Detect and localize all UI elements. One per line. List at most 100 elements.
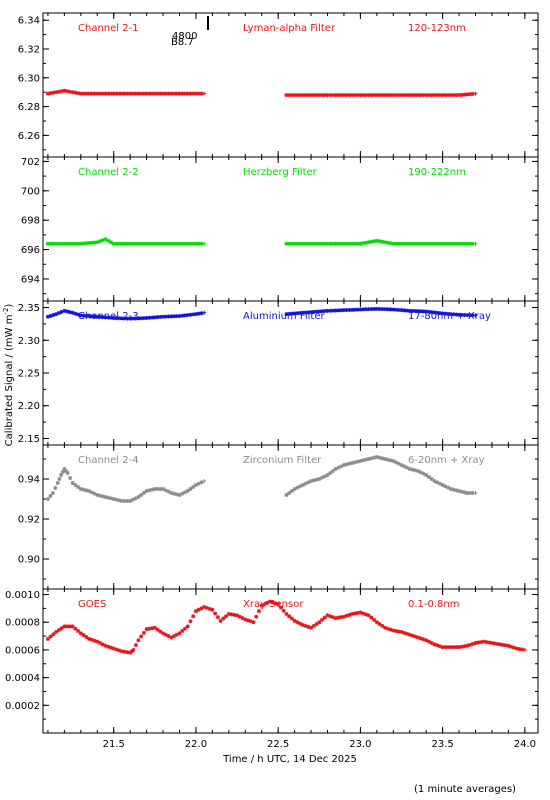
data-point xyxy=(396,307,401,312)
data-point xyxy=(520,647,525,652)
data-point xyxy=(410,93,415,98)
data-point xyxy=(45,241,50,246)
data-point xyxy=(407,308,412,313)
data-point xyxy=(92,240,97,245)
data-point xyxy=(448,241,453,246)
data-point xyxy=(446,241,451,246)
data-point xyxy=(448,93,453,98)
data-point xyxy=(333,308,338,313)
data-point xyxy=(426,93,431,98)
data-point xyxy=(399,308,404,313)
data-point xyxy=(196,481,201,486)
data-point xyxy=(336,93,341,98)
data-point xyxy=(100,238,105,243)
data-point xyxy=(289,93,294,98)
data-point xyxy=(352,241,357,246)
data-point xyxy=(413,309,418,314)
data-point xyxy=(394,241,399,246)
data-point xyxy=(402,630,407,635)
data-point xyxy=(180,313,185,318)
data-point xyxy=(457,241,462,246)
data-point xyxy=(366,93,371,98)
data-point xyxy=(196,241,201,246)
data-point xyxy=(95,314,100,319)
data-point xyxy=(68,476,73,480)
data-point xyxy=(380,307,385,312)
data-point xyxy=(336,308,341,313)
data-point xyxy=(108,315,113,320)
data-point xyxy=(180,241,185,246)
data-point xyxy=(358,241,363,246)
data-point xyxy=(106,91,111,96)
data-point xyxy=(292,487,297,491)
data-point xyxy=(325,93,330,98)
data-point xyxy=(174,492,179,497)
data-point xyxy=(522,647,527,652)
data-point xyxy=(369,615,374,620)
data-point xyxy=(92,491,97,496)
data-point xyxy=(191,614,196,619)
data-point xyxy=(152,625,157,630)
data-point xyxy=(295,241,300,246)
data-point xyxy=(133,496,138,501)
data-point xyxy=(330,93,335,98)
data-point xyxy=(111,316,116,321)
data-point xyxy=(413,241,418,246)
data-point xyxy=(273,601,278,606)
data-point xyxy=(468,241,473,246)
data-point xyxy=(451,487,456,492)
panel-label: Channel 2-2 xyxy=(78,167,139,178)
data-point xyxy=(306,93,311,98)
data-point xyxy=(380,623,385,628)
panel-label: Lyman-alpha Filter xyxy=(243,23,336,34)
data-point xyxy=(76,241,81,246)
panel-frame xyxy=(42,588,539,734)
data-point xyxy=(295,485,300,490)
data-point xyxy=(147,626,152,631)
panel-4: 0.90 0.92 0.94 Channel 2-4 Zirconium Filter 6… xyxy=(18,444,539,590)
data-point xyxy=(119,499,124,503)
data-point xyxy=(111,497,116,501)
data-point xyxy=(451,645,456,650)
data-point xyxy=(462,92,467,97)
data-point xyxy=(193,609,198,614)
data-point xyxy=(394,460,399,465)
data-point xyxy=(84,241,89,246)
data-point xyxy=(169,491,174,495)
data-point xyxy=(163,632,168,637)
data-point xyxy=(128,650,133,655)
data-point xyxy=(473,491,478,495)
data-point xyxy=(300,241,305,246)
data-point xyxy=(202,310,207,315)
data-point xyxy=(70,241,75,246)
data-point xyxy=(413,468,418,473)
data-point xyxy=(295,93,300,98)
data-point xyxy=(141,491,146,495)
data-point xyxy=(213,611,218,616)
data-point xyxy=(50,491,55,495)
data-point xyxy=(363,240,368,245)
data-point xyxy=(92,314,97,319)
data-point xyxy=(89,637,94,642)
data-point xyxy=(344,241,349,246)
data-point xyxy=(196,91,201,96)
data-point xyxy=(426,475,431,479)
data-point xyxy=(380,456,385,461)
data-point xyxy=(136,495,141,499)
data-point xyxy=(292,311,297,316)
data-point xyxy=(144,627,149,632)
data-point xyxy=(177,241,182,246)
data-point xyxy=(65,309,70,314)
data-point xyxy=(478,640,483,645)
data-point xyxy=(202,479,207,483)
data-point xyxy=(424,309,429,314)
y-tick-label: 702 xyxy=(21,157,40,168)
data-point xyxy=(435,480,440,485)
data-point xyxy=(51,312,56,317)
data-point xyxy=(322,309,327,314)
data-point xyxy=(448,487,453,491)
data-point xyxy=(347,461,352,466)
data-point xyxy=(322,474,327,479)
data-point xyxy=(473,313,478,318)
